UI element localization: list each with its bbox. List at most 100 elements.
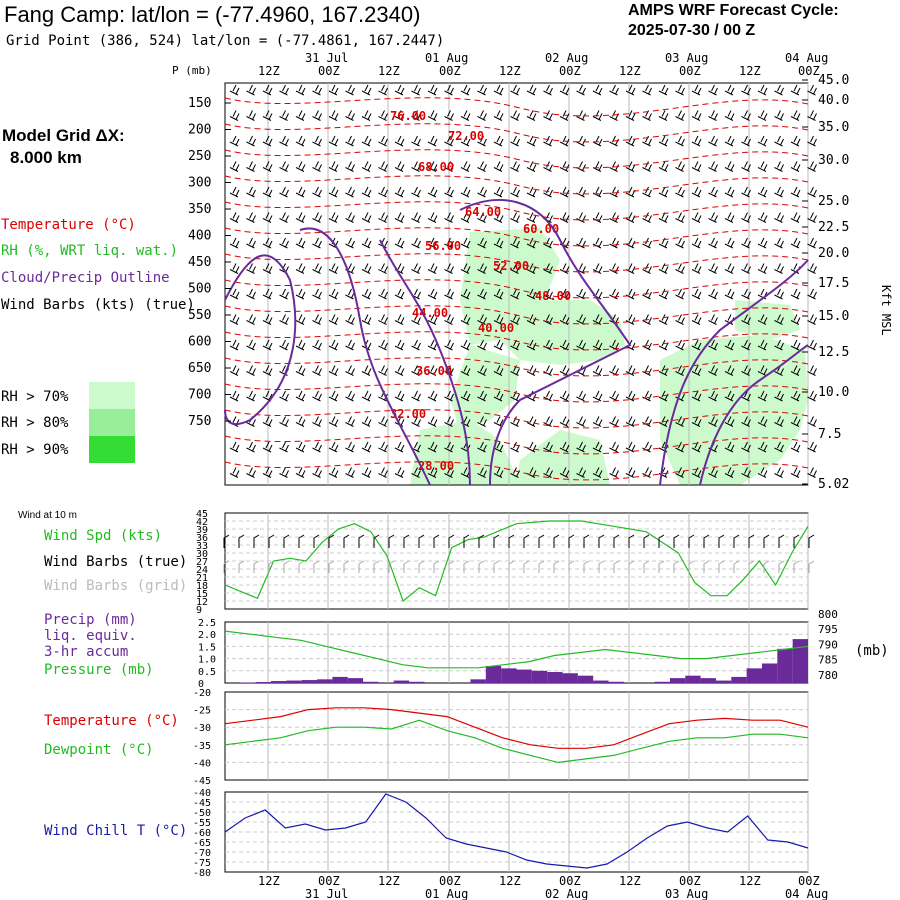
wind-barb	[460, 288, 471, 300]
wind-barb	[691, 135, 702, 147]
date-label: 01 Aug	[425, 51, 468, 65]
wind-barb	[576, 110, 586, 121]
wind-barb-true	[403, 534, 410, 548]
precip-bar	[685, 675, 701, 683]
wind-barb	[361, 441, 372, 453]
wind-barb	[312, 390, 322, 402]
wind-barb	[361, 110, 372, 121]
wind-barb	[345, 441, 355, 453]
precip-bar	[761, 663, 778, 683]
wind-barb	[246, 339, 256, 351]
wind-barb	[295, 84, 306, 96]
wind-barb	[609, 186, 619, 198]
wind-barb	[774, 339, 784, 351]
wind-barb	[609, 84, 619, 96]
wind-barb	[774, 84, 784, 96]
wind-speed-line	[224, 520, 809, 603]
wind-barb	[790, 84, 801, 96]
rh90-swatch	[89, 436, 135, 463]
wind-barb	[592, 416, 603, 427]
wind-barb	[741, 161, 751, 172]
wind-barb	[378, 365, 388, 376]
wind-barb	[378, 212, 388, 223]
wind-tick-label: 39	[196, 525, 208, 536]
wind-barb	[477, 110, 487, 121]
wind-barb	[361, 135, 372, 147]
wind-barb	[427, 365, 438, 376]
wind-barb-true	[508, 534, 515, 548]
wind-barb	[592, 467, 603, 478]
wind-barb	[262, 314, 273, 325]
wind-tick-label: 33	[196, 541, 208, 552]
wind-barb-true	[733, 534, 740, 548]
temperature-line	[224, 707, 809, 749]
wind-barb	[361, 84, 372, 96]
wind-barb-true	[283, 534, 290, 548]
wind-barb	[642, 390, 652, 402]
wind-barb	[807, 314, 817, 325]
wind-barb	[328, 212, 339, 223]
wind-barb	[526, 110, 537, 121]
wind-barb	[741, 467, 751, 478]
precip-bar	[547, 672, 563, 683]
precip-bar	[347, 678, 364, 683]
wind-barb	[427, 314, 438, 325]
temperature-contour-label: 44.00	[412, 306, 448, 320]
wind-barb	[411, 467, 421, 478]
wind-barb	[444, 237, 454, 249]
wind-barb	[807, 441, 817, 453]
wind-barb	[444, 467, 454, 478]
wind-barb-grid	[403, 560, 410, 573]
wind-tick-label: 21	[196, 573, 208, 584]
wind-barb	[312, 84, 322, 96]
temperature-contour-label: 40.00	[478, 321, 514, 335]
wind-barb	[526, 186, 537, 198]
wind-barb-grid	[598, 560, 605, 573]
wind-barb-true	[793, 534, 800, 548]
wind-barb	[345, 161, 355, 172]
pressure-line	[224, 630, 809, 669]
wind-barb	[757, 339, 768, 351]
wind-barb	[741, 441, 751, 453]
wind-barb	[444, 390, 454, 402]
wind-barb	[609, 212, 619, 223]
wind-barb	[790, 288, 801, 300]
wind-barb	[477, 441, 487, 453]
pressure-tick-label: 550	[188, 308, 211, 323]
wind-barb	[609, 135, 619, 147]
wind-barb	[510, 237, 520, 249]
wind-barb	[774, 110, 784, 121]
temperature-contour-label: 76.00	[390, 109, 426, 123]
precip-bar	[792, 639, 808, 683]
wind-barb	[559, 467, 570, 478]
wind-barb-true	[538, 534, 545, 548]
temperature-contour	[224, 227, 809, 247]
wind-barb	[477, 339, 487, 351]
precip-bar	[593, 680, 609, 683]
wind-barb	[328, 161, 339, 172]
wind-barb	[444, 314, 454, 325]
wind-barb	[510, 186, 520, 198]
pressure-unit: (mb)	[855, 643, 889, 659]
wind-barb	[741, 365, 751, 376]
wind-barb	[295, 365, 306, 376]
cloud-outline	[699, 344, 809, 486]
wind-barb	[295, 161, 306, 172]
wind-barb	[609, 263, 619, 274]
wind-barb	[757, 84, 768, 96]
wind-barb-true	[268, 534, 275, 548]
wind-barb-true	[373, 534, 380, 548]
wind-barb	[609, 365, 619, 376]
wind-barb	[625, 314, 636, 325]
wind-barb-grid	[583, 560, 590, 573]
wind-barb	[609, 467, 619, 478]
wind-barb-grid	[388, 560, 395, 573]
wind-barb	[328, 390, 339, 402]
wind-barb	[312, 186, 322, 198]
wind-barb	[790, 314, 801, 325]
pressure-tick-label: 600	[188, 335, 211, 350]
wind-barb	[510, 110, 520, 121]
wind-barb	[774, 390, 784, 402]
wind-barb	[460, 365, 471, 376]
